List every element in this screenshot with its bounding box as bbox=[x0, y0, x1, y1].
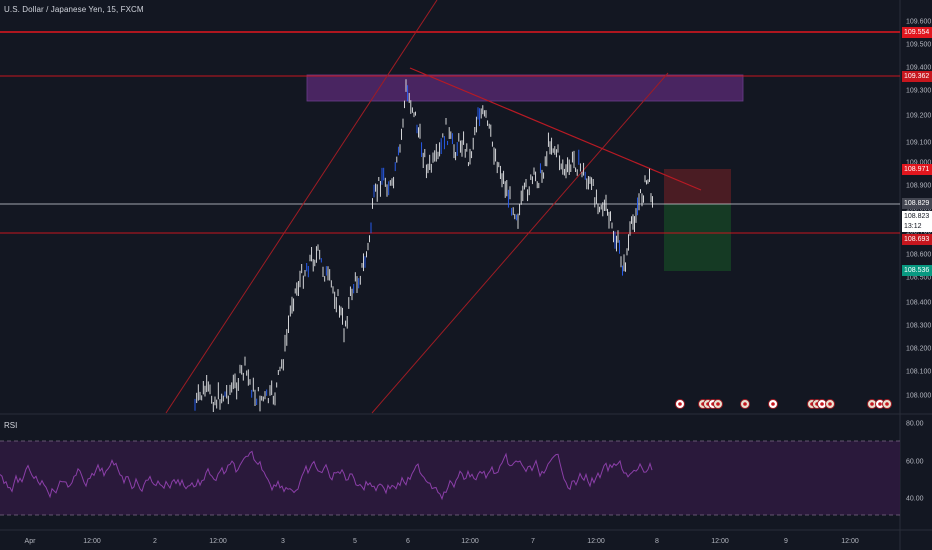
rsi-axis: 80.00 60.00 40.00 bbox=[906, 421, 924, 503]
candle-countdown: 13:12 bbox=[902, 222, 932, 232]
price-tick-label: 109.600 bbox=[906, 19, 931, 26]
price-tick-label: 109.500 bbox=[906, 42, 931, 49]
price-tick-label: 108.000 bbox=[906, 393, 931, 400]
time-tick-label: 3 bbox=[281, 538, 285, 545]
rsi-line[interactable] bbox=[0, 450, 653, 501]
time-tick-label: 6 bbox=[406, 538, 410, 545]
flag-icon-dot bbox=[828, 402, 832, 406]
time-tick-label: Apr bbox=[25, 538, 37, 545]
price-candles[interactable] bbox=[194, 79, 653, 412]
price-tick-label: 108.700 bbox=[906, 229, 931, 236]
time-tick-label: 12:00 bbox=[209, 538, 227, 545]
stop-loss-price-label: 108.971 bbox=[902, 164, 932, 175]
channel-upper-line[interactable] bbox=[165, 0, 438, 414]
main-pane[interactable] bbox=[0, 0, 900, 413]
price-tick-label: 108.600 bbox=[906, 252, 931, 259]
resistance-zone[interactable] bbox=[306, 74, 744, 102]
price-tick-label: 108.800 bbox=[906, 206, 931, 213]
price-axis[interactable]: 109.600 109.500 109.400 109.300 109.200 109.1… bbox=[906, 19, 931, 400]
take-profit-zone[interactable] bbox=[664, 204, 731, 271]
rsi-band bbox=[0, 441, 900, 515]
time-tick-label: 2 bbox=[153, 538, 157, 545]
rsi-tick-label: 80.00 bbox=[906, 421, 924, 428]
flag-icon-dot bbox=[870, 402, 874, 406]
entry-price-label: 108.829 bbox=[902, 198, 932, 209]
time-tick-label: 12:00 bbox=[587, 538, 605, 545]
price-tick-label: 108.400 bbox=[906, 300, 931, 307]
current-price-label: 108.823 bbox=[902, 211, 932, 222]
price-tick-label: 109.100 bbox=[906, 140, 931, 147]
rsi-tick-label: 40.00 bbox=[906, 496, 924, 503]
flag-icon-dot bbox=[878, 402, 882, 406]
price-tick-label: 109.200 bbox=[906, 113, 931, 120]
price-tick-label: 109.000 bbox=[906, 160, 931, 167]
rsi-label[interactable]: RSI bbox=[4, 421, 18, 430]
flag-icon-dot bbox=[771, 402, 775, 406]
time-tick-label: 5 bbox=[353, 538, 357, 545]
support-price-label: 108.693 bbox=[902, 234, 932, 245]
time-axis[interactable]: Apr 12:00 2 12:00 3 5 6 12:00 7 12:00 8 12:00 9 12:00 bbox=[25, 538, 859, 545]
price-tick-label: 108.100 bbox=[906, 369, 931, 376]
time-tick-label: 7 bbox=[531, 538, 535, 545]
resistance-top-price-label: 109.554 bbox=[902, 27, 932, 38]
flag-icon-dot bbox=[743, 402, 747, 406]
price-tick-label: 108.300 bbox=[906, 323, 931, 330]
time-tick-label: 8 bbox=[655, 538, 659, 545]
rsi-tick-label: 60.00 bbox=[906, 459, 924, 466]
time-tick-label: 9 bbox=[784, 538, 788, 545]
event-icons[interactable] bbox=[675, 399, 892, 409]
price-tick-label: 109.400 bbox=[906, 65, 931, 72]
flag-icon-dot bbox=[885, 402, 889, 406]
time-tick-label: 12:00 bbox=[841, 538, 859, 545]
price-tick-label: 108.500 bbox=[906, 275, 931, 282]
flag-icon-dot bbox=[716, 402, 720, 406]
symbol-title[interactable]: U.S. Dollar / Japanese Yen, 15, FXCM bbox=[4, 5, 144, 14]
take-profit-price-label: 108.536 bbox=[902, 265, 932, 276]
channel-lower-line[interactable] bbox=[371, 72, 669, 414]
price-tick-label: 108.200 bbox=[906, 346, 931, 353]
flag-icon-dot bbox=[820, 402, 824, 406]
price-tick-label: 108.900 bbox=[906, 183, 931, 190]
descending-trendline[interactable] bbox=[409, 67, 702, 191]
price-tick-label: 109.300 bbox=[906, 88, 931, 95]
stop-loss-zone[interactable] bbox=[664, 169, 731, 204]
time-tick-label: 12:00 bbox=[461, 538, 479, 545]
time-tick-label: 12:00 bbox=[711, 538, 729, 545]
resistance-zone-price-label: 109.362 bbox=[902, 71, 932, 82]
flag-icon-dot bbox=[678, 402, 682, 406]
time-tick-label: 12:00 bbox=[83, 538, 101, 545]
